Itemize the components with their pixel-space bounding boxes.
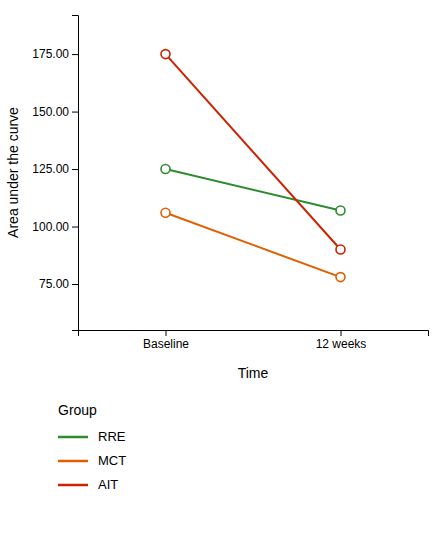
legend-item: AIT bbox=[58, 477, 118, 492]
legend-swatch bbox=[58, 460, 88, 463]
tick-label: 12 weeks bbox=[316, 337, 367, 351]
tick-label: 150.00 bbox=[32, 105, 69, 119]
point bbox=[161, 165, 170, 174]
y-axis-title: Area under the curve bbox=[5, 107, 21, 238]
tick-mark bbox=[72, 54, 78, 55]
tick: 125.00 bbox=[32, 162, 78, 176]
line bbox=[166, 213, 341, 277]
line bbox=[166, 54, 341, 249]
tick-mark bbox=[72, 169, 78, 170]
axis-line bbox=[72, 16, 79, 331]
legend-label: RRE bbox=[98, 429, 126, 444]
x-axis-title: Time bbox=[238, 365, 269, 381]
marks bbox=[161, 50, 345, 282]
point bbox=[336, 206, 345, 215]
tick: 175.00 bbox=[32, 47, 78, 61]
tick: 75.00 bbox=[39, 277, 78, 291]
tick: 100.00 bbox=[32, 220, 78, 234]
point bbox=[336, 273, 345, 282]
tick-label: Baseline bbox=[143, 337, 189, 351]
tick-label: 75.00 bbox=[39, 277, 69, 291]
series bbox=[161, 50, 345, 254]
legend-label: AIT bbox=[98, 477, 118, 492]
tick-mark bbox=[341, 330, 342, 336]
legend-title: Group bbox=[58, 402, 97, 418]
tick-label: 100.00 bbox=[32, 220, 69, 234]
tick: 150.00 bbox=[32, 105, 78, 119]
tick-label: 125.00 bbox=[32, 162, 69, 176]
legend: GroupRRE MCT AIT bbox=[58, 402, 126, 492]
legend-item: MCT bbox=[58, 453, 126, 468]
legend-label: MCT bbox=[98, 453, 126, 468]
tick: 12 weeks bbox=[316, 330, 367, 351]
y-axis: 75.00 100.00 125.00 150.00 175.00 bbox=[32, 16, 78, 331]
tick-mark bbox=[72, 284, 78, 285]
legend-swatch bbox=[58, 436, 88, 439]
series bbox=[161, 165, 345, 215]
plot: Baseline 12 weeks 75.00 100.00 125.00 150.00 1… bbox=[32, 16, 428, 351]
tick-mark bbox=[72, 112, 78, 113]
axis-line bbox=[79, 331, 429, 337]
series bbox=[161, 208, 345, 281]
tick-label: 175.00 bbox=[32, 47, 69, 61]
legend-swatch bbox=[58, 484, 88, 487]
legend-item: RRE bbox=[58, 429, 126, 444]
point bbox=[161, 50, 170, 59]
line bbox=[166, 169, 341, 210]
point bbox=[336, 245, 345, 254]
x-axis: Baseline 12 weeks bbox=[79, 330, 429, 351]
tick: Baseline bbox=[143, 330, 189, 351]
tick-mark bbox=[72, 227, 78, 228]
point bbox=[161, 208, 170, 217]
chart: Baseline 12 weeks 75.00 100.00 125.00 150.00 1… bbox=[0, 0, 443, 540]
tick-mark bbox=[166, 330, 167, 336]
